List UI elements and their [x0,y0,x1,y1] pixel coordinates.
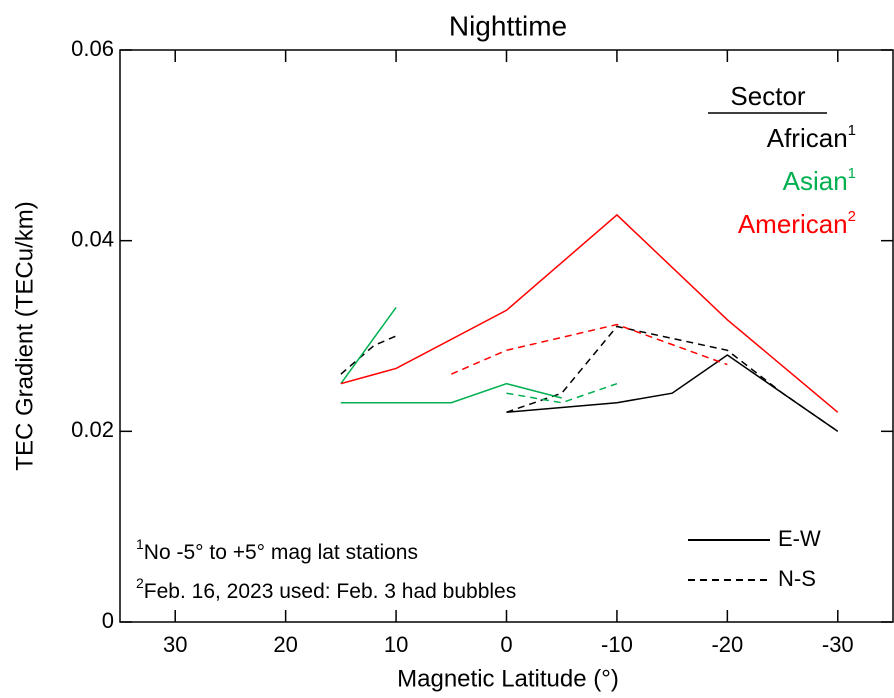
y-axis-label: TEC Gradient (TECu/km) [11,201,38,470]
footnote: 1No -5° to +5° mag lat stations [136,536,418,564]
data-line [340,335,397,375]
data-line [506,325,839,432]
x-tick-label: 30 [163,632,187,657]
y-tick-label: 0.06 [71,36,114,61]
y-tick-label: 0 [102,608,114,633]
data-line [340,306,397,385]
legend-label: Asian [783,166,848,196]
x-tick-label: -20 [711,632,743,657]
legend-entry: Asian1 [783,165,856,196]
legend-label: American [738,209,848,239]
data-line [506,354,839,432]
data-line [450,323,728,375]
data-line [340,382,562,404]
footnote-text: No -5° to +5° mag lat stations [144,541,418,564]
x-tick-label: -10 [601,632,633,657]
legend-entry: African1 [767,122,856,153]
legend-note: 1 [848,165,856,182]
y-tick-label: 0.02 [71,417,114,442]
x-tick-label: 10 [384,632,408,657]
footnote-mark: 1 [136,536,144,552]
footnote-text: Feb. 16, 2023 used: Feb. 3 had bubbles [144,580,516,603]
footnote-mark: 2 [136,575,144,591]
x-tick-label: 0 [500,632,512,657]
legend-title: Sector [730,81,805,111]
legend-note: 1 [848,122,856,139]
legend-label: African [767,123,848,153]
legend-label: N-S [778,566,816,591]
chart-title: Nighttime [449,10,567,41]
legend-entry: American2 [738,208,856,239]
y-tick-label: 0.04 [71,226,114,251]
data-line [506,382,618,404]
legend-label: E-W [778,526,821,551]
x-tick-label: 20 [273,632,297,657]
legend-note: 2 [848,208,856,225]
x-axis-label: Magnetic Latitude (°) [397,665,619,692]
data-line [340,213,839,413]
x-tick-label: -30 [822,632,854,657]
footnote: 2Feb. 16, 2023 used: Feb. 3 had bubbles [136,575,516,603]
